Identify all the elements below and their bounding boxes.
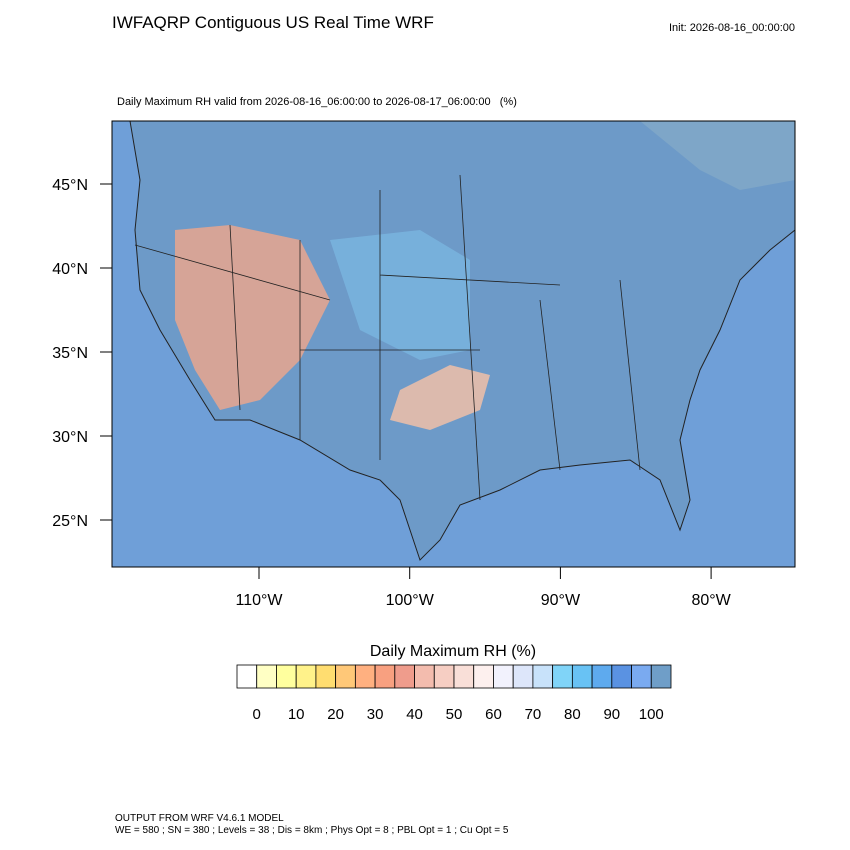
lon-label: 80°W (691, 592, 731, 609)
colorbar-label: 0 (253, 706, 261, 723)
colorbar-label: 100 (639, 706, 664, 723)
colorbar-box (354, 664, 376, 689)
lat-label: 30°N (52, 429, 88, 446)
colorbar-label: 80 (564, 706, 581, 723)
colorbar-title: Daily Maximum RH (%) (370, 643, 536, 660)
colorbar-box (433, 664, 455, 689)
canada-region (640, 121, 795, 190)
lon-label: 90°W (541, 592, 581, 609)
colorbar-label: 50 (446, 706, 463, 723)
colorbar-label: 90 (603, 706, 620, 723)
axes: 45°N 40°N 35°N 30°N 25°N 110°W 100°W 90°W 80°W (52, 177, 731, 609)
colorbar-box (631, 664, 652, 689)
colorbar-box (374, 664, 396, 689)
colorbar-label: 30 (367, 706, 384, 723)
state-lines (134, 174, 641, 501)
dry-region (390, 365, 490, 430)
colorbar-box (650, 664, 672, 689)
lon-label: 100°W (386, 592, 435, 609)
colorbar-box (591, 664, 613, 689)
map (111, 120, 796, 568)
colorbar-box (493, 664, 514, 689)
lat-label: 40°N (52, 261, 88, 278)
footer-line: WE = 580 ; SN = 380 ; Levels = 38 ; Dis … (115, 825, 509, 836)
lon-label: 110°W (235, 592, 283, 609)
colorbar-box (236, 664, 258, 689)
colorbar-label: 70 (525, 706, 542, 723)
colorbar-box (611, 664, 632, 689)
colorbar-label: 10 (288, 706, 305, 723)
colorbar-box (295, 664, 317, 689)
init-time: Init: 2026-08-16_00:00:00 (669, 22, 795, 34)
colorbar-box (276, 664, 297, 689)
colorbar-box (571, 664, 593, 689)
colorbar-box (512, 664, 534, 689)
map-frame (111, 120, 796, 568)
lat-label: 25°N (52, 513, 88, 530)
colorbar-box (315, 664, 337, 689)
colorbar-box (552, 664, 573, 689)
colorbar-label: 20 (327, 706, 344, 723)
footer-line: OUTPUT FROM WRF V4.6.1 MODEL (115, 813, 284, 824)
colorbar-box (256, 664, 277, 689)
colorbar-box (394, 664, 415, 689)
colorbar-label: 40 (406, 706, 423, 723)
lat-label: 45°N (52, 177, 88, 194)
moist-region (330, 230, 470, 360)
colorbar-box (453, 664, 475, 689)
colorbar-box (335, 664, 356, 689)
lat-label: 35°N (52, 345, 88, 362)
title: IWFAQRP Contiguous US Real Time WRF (112, 13, 434, 32)
dry-region (175, 225, 330, 410)
colorbar-box (532, 664, 554, 689)
colorbar-box (473, 664, 494, 689)
colorbar: 0 10 20 30 40 50 60 70 80 90 100 (236, 664, 672, 723)
colorbar-box (414, 664, 435, 689)
subtitle: Daily Maximum RH valid from 2026-08-16_0… (117, 96, 517, 108)
colorbar-label: 60 (485, 706, 502, 723)
